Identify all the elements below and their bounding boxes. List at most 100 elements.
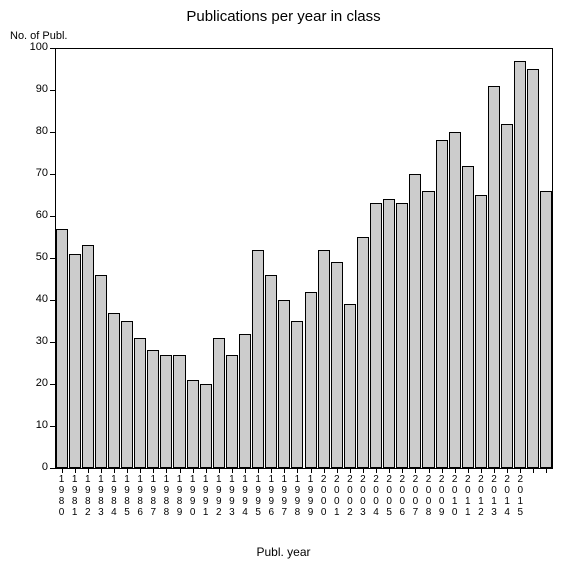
x-tick [219, 468, 220, 473]
y-tick-label: 60 [20, 209, 48, 221]
x-tick-label: 2014 [501, 474, 514, 518]
bar [213, 338, 225, 468]
x-tick-label: 2015 [514, 474, 527, 518]
x-tick-label: 1982 [81, 474, 94, 518]
bar [344, 304, 356, 468]
bar [291, 321, 303, 468]
bar [501, 124, 513, 468]
bar [357, 237, 369, 468]
x-tick [455, 468, 456, 473]
chart-title: Publications per year in class [0, 8, 567, 25]
x-tick-label: 2008 [422, 474, 435, 518]
x-tick-label: 2011 [461, 474, 474, 518]
x-tick [442, 468, 443, 473]
x-tick-label: 2003 [356, 474, 369, 518]
x-tick-label: 2013 [487, 474, 500, 518]
x-tick-label: 2001 [330, 474, 343, 518]
x-tick-label: 1992 [212, 474, 225, 518]
x-tick-label: 1988 [160, 474, 173, 518]
x-tick [245, 468, 246, 473]
bar [436, 140, 448, 468]
x-tick-label: 1987 [147, 474, 160, 518]
x-tick [324, 468, 325, 473]
x-tick [75, 468, 76, 473]
x-tick [415, 468, 416, 473]
bar [488, 86, 500, 468]
x-tick-label: 2000 [317, 474, 330, 518]
x-tick [101, 468, 102, 473]
bar [108, 313, 120, 468]
x-tick-label: 2002 [343, 474, 356, 518]
y-tick [50, 216, 55, 217]
x-tick-label: 1999 [304, 474, 317, 518]
x-tick-label: 1996 [265, 474, 278, 518]
y-tick [50, 48, 55, 49]
y-tick-label: 100 [20, 41, 48, 53]
x-tick-label: 1983 [94, 474, 107, 518]
y-tick [50, 342, 55, 343]
x-tick [481, 468, 482, 473]
bar [95, 275, 107, 468]
x-tick-label: 2007 [409, 474, 422, 518]
bar [173, 355, 185, 468]
bar [462, 166, 474, 468]
y-tick-label: 90 [20, 83, 48, 95]
bar [514, 61, 526, 468]
x-tick [62, 468, 63, 473]
x-axis-line [55, 468, 553, 469]
bar [82, 245, 94, 468]
x-axis-title: Publ. year [0, 545, 567, 559]
y-tick-label: 30 [20, 335, 48, 347]
x-tick [284, 468, 285, 473]
x-tick-label: 1993 [225, 474, 238, 518]
x-tick [166, 468, 167, 473]
bar [383, 199, 395, 468]
x-tick [520, 468, 521, 473]
x-tick [206, 468, 207, 473]
x-tick-label: 1991 [199, 474, 212, 518]
y-tick [50, 384, 55, 385]
y-tick [50, 258, 55, 259]
x-tick [402, 468, 403, 473]
x-tick-label: 2006 [396, 474, 409, 518]
bar [331, 262, 343, 468]
y-tick-label: 50 [20, 251, 48, 263]
x-tick-label: 2010 [448, 474, 461, 518]
bar [396, 203, 408, 468]
bar [226, 355, 238, 468]
x-tick [337, 468, 338, 473]
y-tick-label: 0 [20, 461, 48, 473]
x-tick-label: 1986 [134, 474, 147, 518]
x-tick [507, 468, 508, 473]
bar [239, 334, 251, 468]
y-tick-label: 40 [20, 293, 48, 305]
bar [475, 195, 487, 468]
x-tick [468, 468, 469, 473]
bar [305, 292, 317, 468]
x-tick [180, 468, 181, 473]
x-tick [140, 468, 141, 473]
bar [134, 338, 146, 468]
x-tick [429, 468, 430, 473]
x-tick-label: 2012 [474, 474, 487, 518]
x-tick-label: 1981 [68, 474, 81, 518]
x-tick [363, 468, 364, 473]
bar [147, 350, 159, 468]
x-tick-label: 1989 [173, 474, 186, 518]
x-tick [533, 468, 534, 473]
x-tick [153, 468, 154, 473]
x-tick-label: 2005 [383, 474, 396, 518]
x-tick-label: 1985 [121, 474, 134, 518]
x-tick-label: 1998 [291, 474, 304, 518]
bar [160, 355, 172, 468]
x-tick-label: 1990 [186, 474, 199, 518]
x-tick [376, 468, 377, 473]
y-tick-label: 70 [20, 167, 48, 179]
bar [370, 203, 382, 468]
y-tick [50, 426, 55, 427]
x-tick [114, 468, 115, 473]
y-tick [50, 300, 55, 301]
y-tick [50, 468, 55, 469]
y-tick [50, 90, 55, 91]
x-tick-label: 2004 [370, 474, 383, 518]
